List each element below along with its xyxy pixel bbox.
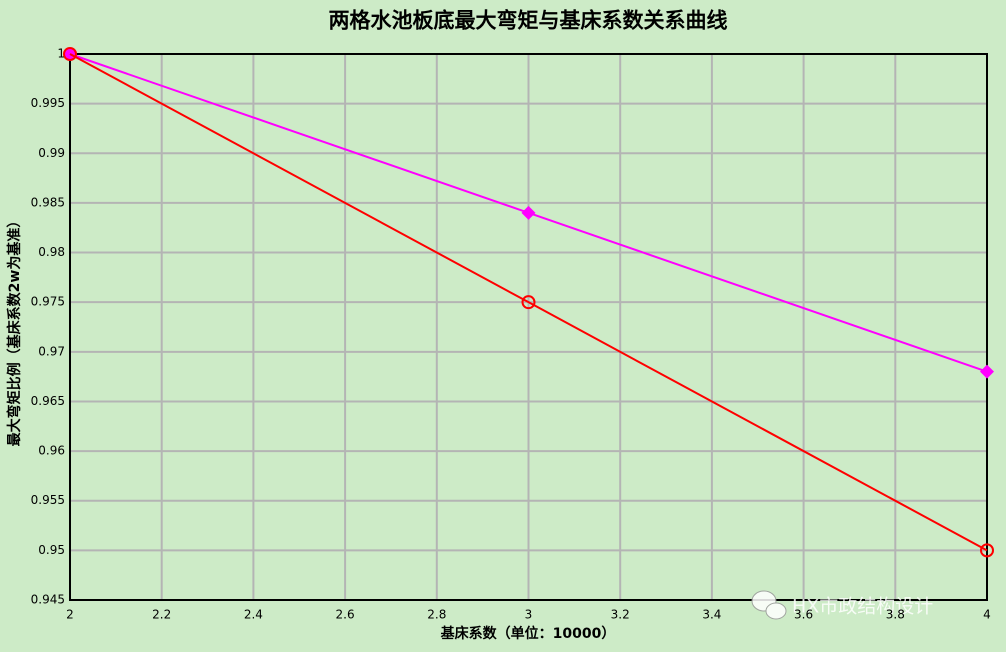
chart-title: 两格水池板底最大弯矩与基床系数关系曲线 <box>329 8 728 33</box>
x-tick-label: 3.2 <box>611 608 630 622</box>
y-tick-label: 0.97 <box>38 344 65 358</box>
y-tick-label: 0.99 <box>38 146 65 160</box>
y-tick-label: 0.96 <box>38 444 65 458</box>
x-tick-label: 3.4 <box>702 608 721 622</box>
x-axis-label: 基床系数（单位：10000） <box>441 625 616 642</box>
y-tick-label: 1 <box>57 47 65 61</box>
point-marker <box>521 295 536 310</box>
point-marker <box>63 47 77 61</box>
plot-area <box>63 47 994 558</box>
x-tick-label: 3.6 <box>794 608 813 622</box>
x-tick-label: 2.2 <box>152 608 171 622</box>
x-tick-label: 2.6 <box>336 608 355 622</box>
point-marker <box>980 364 994 379</box>
y-tick-label: 0.955 <box>31 493 65 507</box>
watermark-text: HX市政结构设计 <box>792 596 933 618</box>
y-tick-label: 0.965 <box>31 394 65 408</box>
series-line <box>69 53 988 552</box>
point-marker <box>980 543 994 558</box>
watermark-icon <box>765 602 787 620</box>
x-tick-label: 4 <box>983 608 991 622</box>
x-tick-label: 2.4 <box>244 608 263 622</box>
x-tick-label: 3 <box>525 608 533 622</box>
y-tick-label: 0.985 <box>31 195 65 209</box>
x-tick-label: 2 <box>66 608 74 622</box>
y-tick-label: 0.995 <box>31 96 65 110</box>
x-tick-label: 2.8 <box>427 608 446 622</box>
y-tick-label: 0.95 <box>38 543 65 557</box>
y-tick-label: 0.98 <box>38 245 65 259</box>
watermark: HX市政结构设计 <box>751 590 933 620</box>
y-tick-label: 0.945 <box>31 593 65 607</box>
y-tick-label: 0.975 <box>31 295 65 309</box>
y-axis-label: 最大弯矩比例（基床系数2w为基准） <box>6 214 23 447</box>
plot-border <box>69 53 988 601</box>
point-marker <box>521 205 536 220</box>
x-tick-label: 3.8 <box>886 608 905 622</box>
